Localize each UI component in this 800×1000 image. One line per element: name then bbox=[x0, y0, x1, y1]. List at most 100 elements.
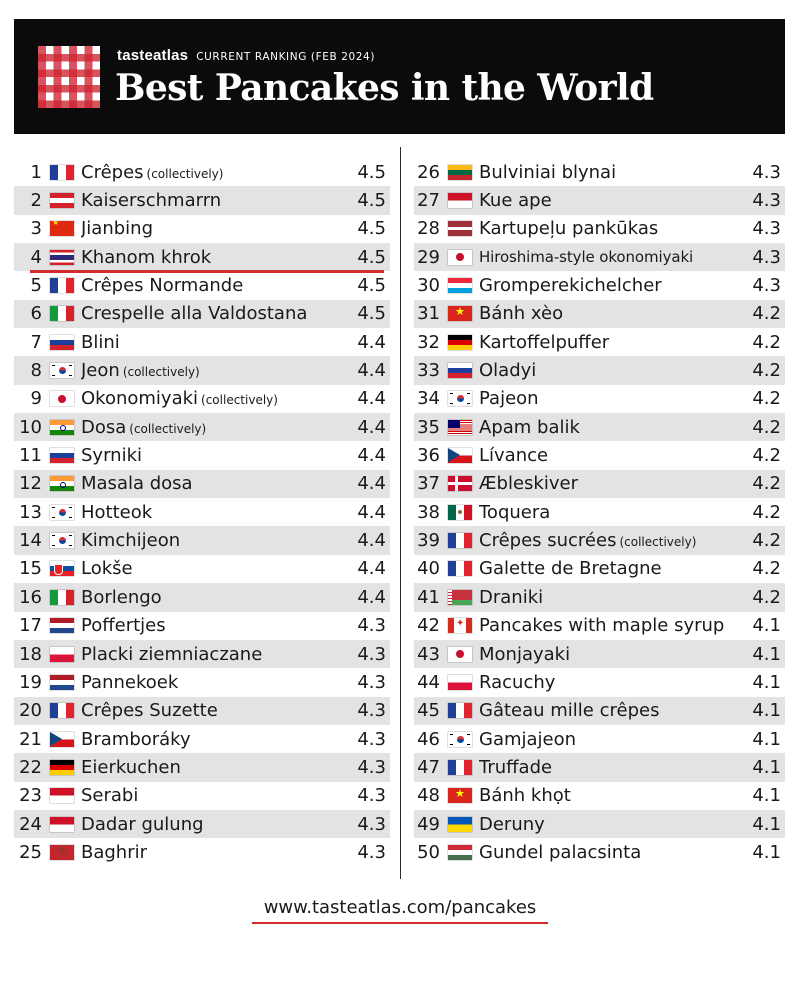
dish-name[interactable]: Pajeon bbox=[479, 388, 785, 409]
ranking-row[interactable]: 37 Æbleskiver 4.2 bbox=[414, 469, 785, 499]
dish-name[interactable]: Bramboráky bbox=[81, 729, 390, 750]
dish-name[interactable]: Deruny bbox=[479, 814, 785, 835]
ranking-row[interactable]: 8 Jeon (collectively) 4.4 bbox=[14, 356, 390, 385]
dish-name[interactable]: Placki ziemniaczane bbox=[81, 644, 390, 665]
dish-name[interactable]: Kaiserschmarrn bbox=[81, 190, 390, 211]
ranking-row[interactable]: 34 Pajeon 4.2 bbox=[414, 385, 785, 413]
ranking-row[interactable]: 26 Bulviniai blynai 4.3 bbox=[414, 158, 785, 186]
ranking-row[interactable]: 1 Crêpes (collectively) 4.5 bbox=[14, 158, 390, 186]
dish-name[interactable]: Apam balik bbox=[479, 417, 785, 438]
ranking-row[interactable]: 20 Crêpes Suzette 4.3 bbox=[14, 696, 390, 725]
ranking-row[interactable]: 13 Hotteok 4.4 bbox=[14, 498, 390, 526]
ranking-row[interactable]: 42 Pancakes with maple syrup 4.1 bbox=[414, 612, 785, 640]
dish-name[interactable]: Pancakes with maple syrup bbox=[479, 615, 785, 636]
ranking-row[interactable]: 28 Kartupeļu pankūkas 4.3 bbox=[414, 215, 785, 243]
ranking-row[interactable]: 27 Kue ape 4.3 bbox=[414, 186, 785, 215]
dish-name[interactable]: Bánh khọt bbox=[479, 785, 785, 806]
dish-name[interactable]: Borlengo bbox=[81, 587, 390, 608]
ranking-row[interactable]: 33 Oladyi 4.2 bbox=[414, 356, 785, 385]
dish-name[interactable]: Dosa (collectively) bbox=[81, 417, 390, 438]
dish-name[interactable]: Crêpes sucrées (collectively) bbox=[479, 530, 785, 551]
ranking-row[interactable]: 10 Dosa (collectively) 4.4 bbox=[14, 413, 390, 442]
dish-name[interactable]: Gâteau mille crêpes bbox=[479, 700, 785, 721]
ranking-row[interactable]: 43 Monjayaki 4.1 bbox=[414, 639, 785, 669]
dish-name[interactable]: Gamjajeon bbox=[479, 729, 785, 750]
dish-name[interactable]: Æbleskiver bbox=[479, 473, 785, 494]
dish-name[interactable]: Monjayaki bbox=[479, 644, 785, 665]
ranking-row[interactable]: 44 Racuchy 4.1 bbox=[414, 668, 785, 696]
dish-name[interactable]: Poffertjes bbox=[81, 615, 390, 636]
ranking-row[interactable]: 18 Placki ziemniaczane 4.3 bbox=[14, 639, 390, 669]
ranking-row[interactable]: 39 Crêpes sucrées (collectively) 4.2 bbox=[414, 526, 785, 555]
ranking-row[interactable]: 6 Crespelle alla Valdostana 4.5 bbox=[14, 299, 390, 329]
ranking-row[interactable]: 5 Crêpes Normande 4.5 bbox=[14, 271, 390, 299]
dish-name[interactable]: Oladyi bbox=[479, 360, 785, 381]
dish-name[interactable]: Racuchy bbox=[479, 672, 785, 693]
dish-name[interactable]: Toquera bbox=[479, 502, 785, 523]
ranking-row[interactable]: 30 Gromperekichelcher 4.3 bbox=[414, 271, 785, 299]
dish-name[interactable]: Serabi bbox=[81, 785, 390, 806]
ranking-row[interactable]: 49 Deruny 4.1 bbox=[414, 809, 785, 839]
ranking-row[interactable]: 16 Borlengo 4.4 bbox=[14, 583, 390, 612]
ranking-row[interactable]: 15 Lokše 4.4 bbox=[14, 555, 390, 583]
ranking-row[interactable]: 24 Dadar gulung 4.3 bbox=[14, 809, 390, 839]
ranking-row[interactable]: 31 Bánh xèo 4.2 bbox=[414, 299, 785, 329]
ranking-row[interactable]: 22 Eierkuchen 4.3 bbox=[14, 753, 390, 782]
dish-name[interactable]: Okonomiyaki (collectively) bbox=[81, 388, 390, 409]
ranking-row[interactable]: 48 Bánh khọt 4.1 bbox=[414, 782, 785, 810]
dish-name[interactable]: Gromperekichelcher bbox=[479, 275, 785, 296]
ranking-row[interactable]: 11 Syrniki 4.4 bbox=[14, 441, 390, 469]
dish-name[interactable]: Kue ape bbox=[479, 190, 785, 211]
ranking-row[interactable]: 36 Lívance 4.2 bbox=[414, 441, 785, 469]
ranking-row[interactable]: 40 Galette de Bretagne 4.2 bbox=[414, 555, 785, 583]
ranking-row[interactable]: 32 Kartoffelpuffer 4.2 bbox=[414, 328, 785, 356]
ranking-row[interactable]: 38 Toquera 4.2 bbox=[414, 498, 785, 526]
ranking-row[interactable]: 4 Khanom khrok 4.5 bbox=[14, 243, 390, 274]
ranking-row[interactable]: 12 Masala dosa 4.4 bbox=[14, 469, 390, 499]
ranking-row[interactable]: 19 Pannekoek 4.3 bbox=[14, 668, 390, 696]
ranking-row[interactable]: 41 Draniki 4.2 bbox=[414, 583, 785, 612]
dish-name[interactable]: Crêpes (collectively) bbox=[81, 162, 390, 183]
dish-name[interactable]: Baghrir bbox=[81, 842, 390, 863]
ranking-row[interactable]: 46 Gamjajeon 4.1 bbox=[414, 725, 785, 753]
dish-name[interactable]: Truffade bbox=[479, 757, 785, 778]
footer-url-link[interactable]: www.tasteatlas.com/pancakes bbox=[263, 897, 537, 918]
dish-name[interactable]: Galette de Bretagne bbox=[479, 558, 785, 579]
dish-name[interactable]: Kartupeļu pankūkas bbox=[479, 218, 785, 239]
ranking-row[interactable]: 21 Bramboráky 4.3 bbox=[14, 725, 390, 753]
dish-name[interactable]: Draniki bbox=[479, 587, 785, 608]
dish-name[interactable]: Blini bbox=[81, 332, 390, 353]
ranking-row[interactable]: 7 Blini 4.4 bbox=[14, 328, 390, 356]
ranking-row[interactable]: 50 Gundel palacsinta 4.1 bbox=[414, 838, 785, 866]
dish-name[interactable]: Hiroshima-style okonomiyaki bbox=[479, 248, 785, 266]
ranking-row[interactable]: 3 Jianbing 4.5 bbox=[14, 215, 390, 243]
dish-name[interactable]: Eierkuchen bbox=[81, 757, 390, 778]
ranking-row[interactable]: 47 Truffade 4.1 bbox=[414, 753, 785, 782]
brand-name[interactable]: tasteatlas bbox=[117, 47, 189, 64]
dish-name[interactable]: Kartoffelpuffer bbox=[479, 332, 785, 353]
dish-name[interactable]: Jeon (collectively) bbox=[81, 360, 390, 381]
dish-name[interactable]: Bulviniai blynai bbox=[479, 162, 785, 183]
dish-name[interactable]: Lívance bbox=[479, 445, 785, 466]
dish-name[interactable]: Crêpes Suzette bbox=[81, 700, 390, 721]
ranking-row[interactable]: 29 Hiroshima-style okonomiyaki 4.3 bbox=[414, 243, 785, 272]
dish-name[interactable]: Hotteok bbox=[81, 502, 390, 523]
dish-name[interactable]: Gundel palacsinta bbox=[479, 842, 785, 863]
dish-name[interactable]: Dadar gulung bbox=[81, 814, 390, 835]
dish-name[interactable]: Jianbing bbox=[81, 218, 390, 239]
dish-name[interactable]: Khanom khrok bbox=[81, 247, 390, 268]
dish-name[interactable]: Bánh xèo bbox=[479, 303, 785, 324]
dish-name[interactable]: Crespelle alla Valdostana bbox=[81, 303, 390, 324]
ranking-row[interactable]: 14 Kimchijeon 4.4 bbox=[14, 526, 390, 555]
dish-name[interactable]: Lokše bbox=[81, 558, 390, 579]
ranking-row[interactable]: 45 Gâteau mille crêpes 4.1 bbox=[414, 696, 785, 725]
ranking-row[interactable]: 9 Okonomiyaki (collectively) 4.4 bbox=[14, 385, 390, 413]
ranking-row[interactable]: 17 Poffertjes 4.3 bbox=[14, 612, 390, 640]
dish-name[interactable]: Crêpes Normande bbox=[81, 275, 390, 296]
ranking-row[interactable]: 2 Kaiserschmarrn 4.5 bbox=[14, 186, 390, 215]
dish-name[interactable]: Masala dosa bbox=[81, 473, 390, 494]
dish-name[interactable]: Kimchijeon bbox=[81, 530, 390, 551]
ranking-row[interactable]: 35 Apam balik 4.2 bbox=[414, 413, 785, 442]
dish-name[interactable]: Pannekoek bbox=[81, 672, 390, 693]
dish-name[interactable]: Syrniki bbox=[81, 445, 390, 466]
